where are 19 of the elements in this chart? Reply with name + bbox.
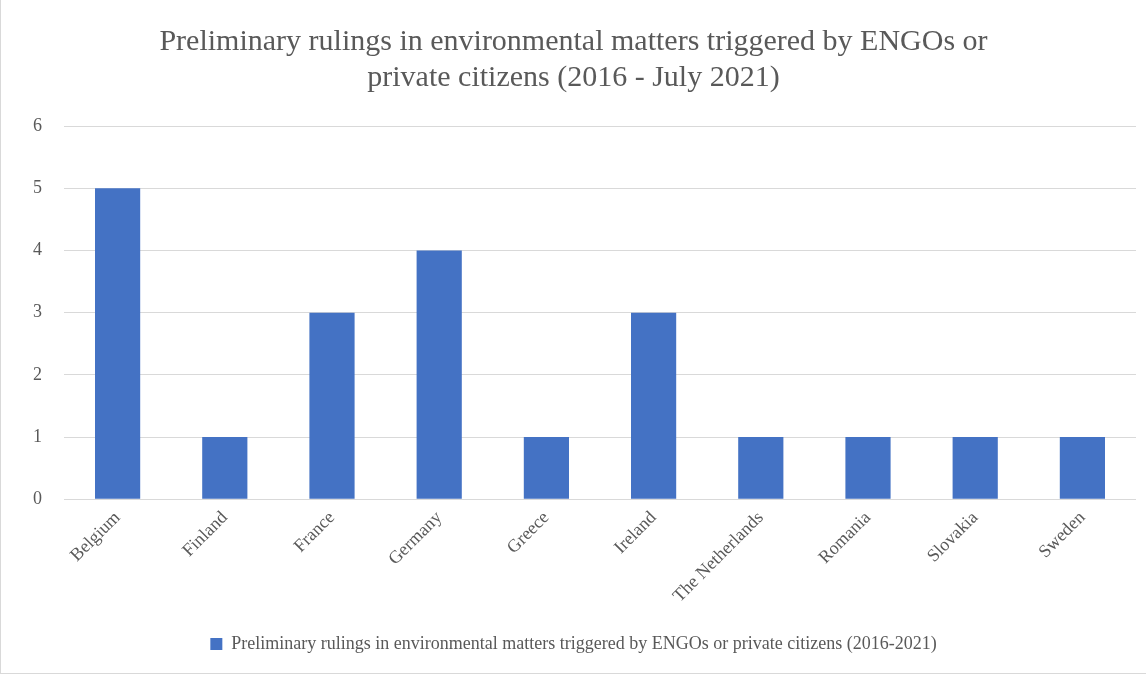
bar xyxy=(952,437,998,499)
bar xyxy=(95,188,141,499)
y-tick-label: 3 xyxy=(33,301,42,322)
bar xyxy=(202,437,248,499)
bar xyxy=(845,437,891,499)
y-tick-label: 6 xyxy=(33,114,42,135)
chart-title: Preliminary rulings in environmental matters triggered by ENGOs or private citizens (2016 - July 2021) xyxy=(159,22,988,93)
y-tick-label: 1 xyxy=(33,425,42,446)
legend-label: Preliminary rulings in environmental matters triggered by ENGOs or private citizens (2016-2021) xyxy=(231,632,937,654)
y-tick-label: 0 xyxy=(33,488,42,508)
bar xyxy=(631,312,677,499)
bar xyxy=(1059,437,1105,499)
y-tick-label: 4 xyxy=(33,239,42,260)
bar xyxy=(416,250,462,499)
y-tick-label: 2 xyxy=(33,363,42,384)
bar xyxy=(309,312,355,499)
bar xyxy=(738,437,784,499)
y-tick-label: 5 xyxy=(33,176,42,197)
bar xyxy=(523,437,569,499)
